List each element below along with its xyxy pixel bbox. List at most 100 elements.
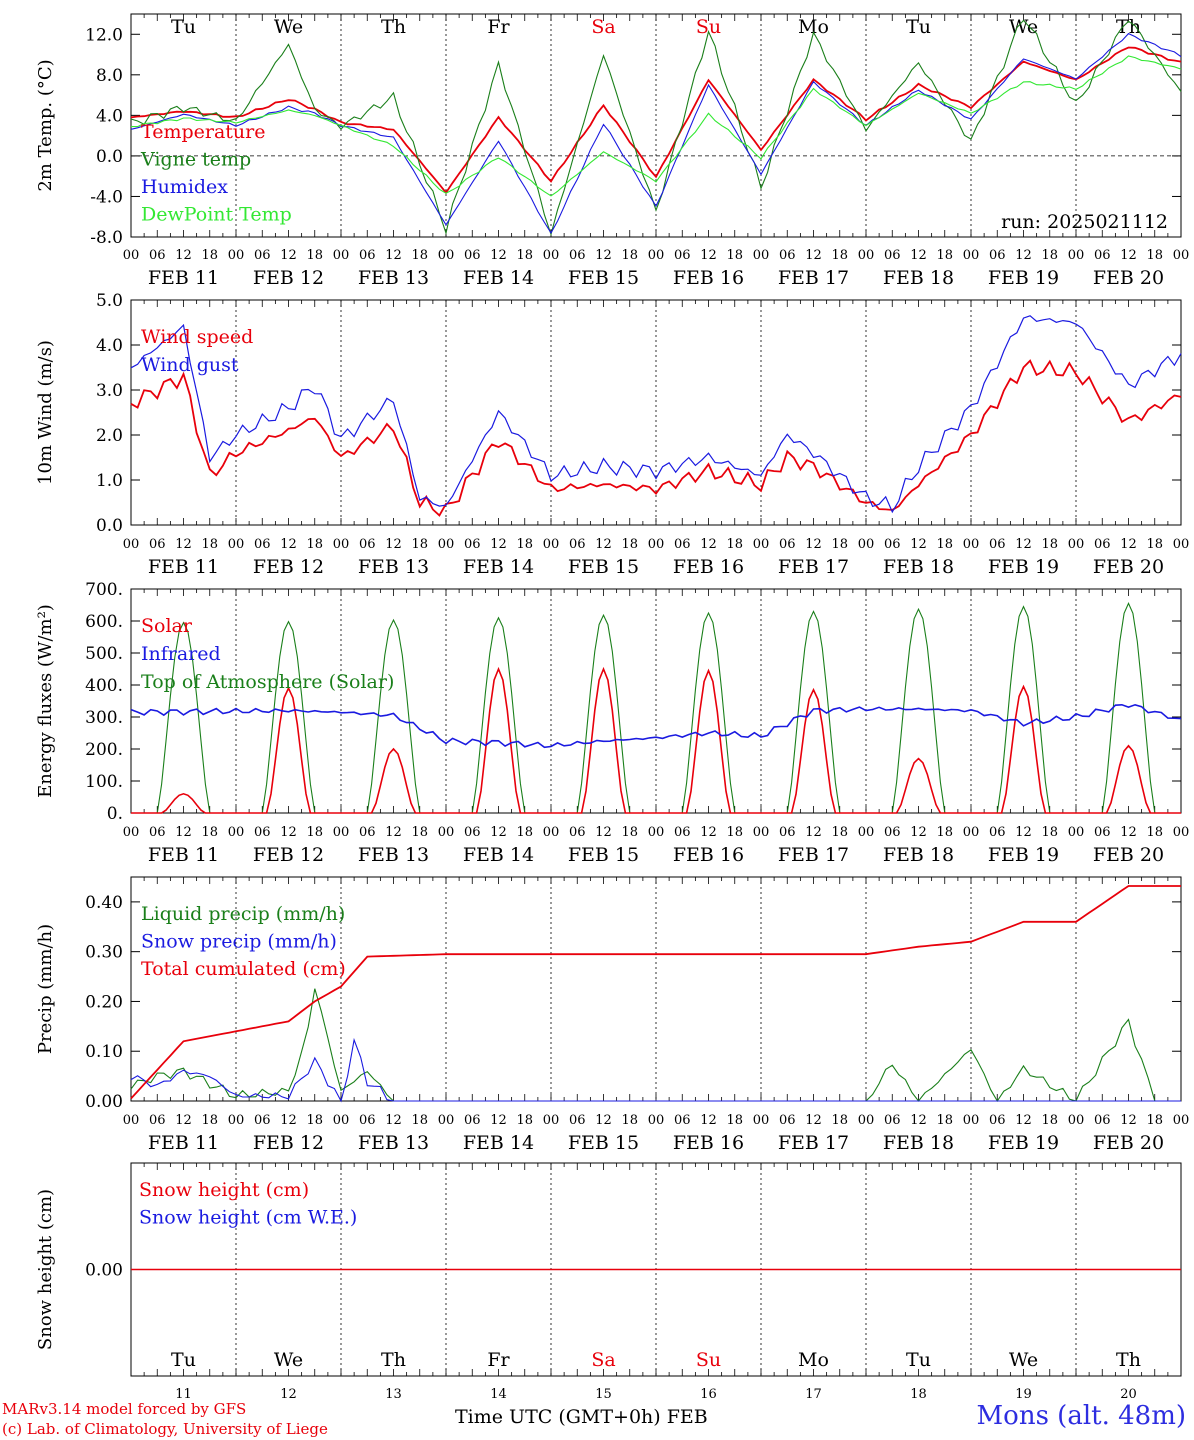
- hour-tick-label: 18: [1146, 1113, 1163, 1128]
- date-label: FEB 12: [253, 267, 324, 289]
- hour-tick-label: 06: [1094, 1113, 1111, 1128]
- date-label: FEB 15: [568, 1132, 639, 1154]
- day-name-label: Mo: [798, 16, 829, 38]
- y-axis-label: Energy fluxes (W/m²): [35, 604, 56, 798]
- hour-tick-label: 06: [674, 1113, 691, 1128]
- hour-tick-label: 00: [543, 537, 560, 552]
- date-label: FEB 15: [568, 556, 639, 578]
- y-tick-label: 2.0: [96, 426, 123, 446]
- hour-tick-label: 00: [1068, 825, 1085, 840]
- hour-tick-label: 06: [989, 1113, 1006, 1128]
- hour-tick-label: 18: [1146, 825, 1163, 840]
- legend-entry: Vigne temp: [140, 149, 251, 171]
- hour-tick-label: 00: [123, 1113, 140, 1128]
- hour-tick-label: 18: [306, 825, 323, 840]
- hour-tick-label: 18: [726, 248, 743, 263]
- hour-tick-label: 12: [1120, 248, 1137, 263]
- hour-tick-label: 18: [411, 825, 428, 840]
- hour-tick-label: 00: [753, 825, 770, 840]
- date-label: FEB 14: [463, 844, 534, 866]
- hour-tick-label: 06: [254, 248, 271, 263]
- hour-tick-label: 18: [516, 825, 533, 840]
- legend-entry: Wind speed: [141, 326, 253, 348]
- day-number-label: 16: [700, 1387, 717, 1402]
- y-tick-label: 200.: [85, 740, 123, 760]
- hour-tick-label: 18: [936, 825, 953, 840]
- legend-entry: Temperature: [141, 121, 265, 143]
- hour-tick-label: 12: [490, 537, 507, 552]
- y-tick-label: 0.0: [96, 516, 123, 536]
- day-name-label-bottom: Tu: [906, 1349, 931, 1371]
- legend-entry: Infrared: [141, 643, 221, 665]
- day-name-label: Su: [696, 16, 721, 38]
- model-credit-text: MARv3.14 model forced by GFS: [2, 1400, 247, 1418]
- hour-tick-label: 00: [228, 1113, 245, 1128]
- y-tick-label: 0.0: [96, 147, 123, 167]
- hour-tick-label: 06: [149, 248, 166, 263]
- day-name-label: Th: [381, 16, 406, 38]
- date-label: FEB 20: [1093, 1132, 1164, 1154]
- wind-series-line: [130, 315, 1182, 514]
- y-axis-label: Snow height (cm): [35, 1189, 56, 1350]
- hour-tick-label: 00: [543, 248, 560, 263]
- hour-tick-label: 18: [1041, 825, 1058, 840]
- hour-tick-label: 18: [831, 1113, 848, 1128]
- hour-tick-label: 06: [884, 1113, 901, 1128]
- date-label: FEB 12: [253, 556, 324, 578]
- date-label: FEB 11: [148, 844, 219, 866]
- day-name-label: Tu: [906, 16, 931, 38]
- hour-tick-label: 12: [490, 248, 507, 263]
- hour-tick-label: 12: [805, 1113, 822, 1128]
- hour-tick-label: 18: [516, 248, 533, 263]
- y-tick-label: 300.: [85, 708, 123, 728]
- hour-tick-label: 06: [569, 537, 586, 552]
- day-number-label: 12: [280, 1387, 297, 1402]
- hour-tick-label: 06: [464, 825, 481, 840]
- y-axis-label: 10m Wind (m/s): [35, 340, 56, 485]
- hour-tick-label: 18: [1041, 1113, 1058, 1128]
- hour-tick-label: 06: [464, 537, 481, 552]
- legend-entry: Liquid precip (mm/h): [141, 903, 345, 925]
- hour-tick-label: 12: [1015, 1113, 1032, 1128]
- hour-tick-label: 06: [359, 1113, 376, 1128]
- date-label: FEB 13: [358, 267, 429, 289]
- date-label: FEB 19: [988, 1132, 1059, 1154]
- date-label: FEB 13: [358, 556, 429, 578]
- hour-tick-label: 00: [438, 248, 455, 263]
- y-tick-label: 0.40: [85, 893, 123, 913]
- date-label: FEB 18: [883, 267, 954, 289]
- y-tick-label: 8.0: [96, 66, 123, 86]
- hour-tick-label: 18: [411, 537, 428, 552]
- hour-tick-label: 06: [464, 1113, 481, 1128]
- day-name-label: Tu: [171, 16, 196, 38]
- hour-tick-label: 12: [805, 537, 822, 552]
- hour-tick-label: 18: [516, 537, 533, 552]
- day-name-label: We: [274, 16, 303, 38]
- y-axis-label: Precip (mm/h): [35, 924, 56, 1054]
- hour-tick-label: 12: [910, 1113, 927, 1128]
- hour-tick-label: 06: [884, 248, 901, 263]
- hour-tick-label: 12: [1015, 825, 1032, 840]
- y-tick-label: -8.0: [90, 228, 123, 248]
- hour-tick-label: 18: [726, 825, 743, 840]
- solar-line: [131, 666, 1181, 814]
- date-label: FEB 14: [463, 1132, 534, 1154]
- hour-tick-label: 18: [411, 248, 428, 263]
- hour-tick-label: 00: [438, 1113, 455, 1128]
- hour-tick-label: 00: [963, 825, 980, 840]
- date-label: FEB 14: [463, 556, 534, 578]
- day-name-label: We: [1009, 16, 1038, 38]
- hour-tick-label: 18: [621, 537, 638, 552]
- hour-tick-label: 12: [700, 825, 717, 840]
- hour-tick-label: 18: [201, 825, 218, 840]
- hour-tick-label: 06: [149, 825, 166, 840]
- hour-tick-label: 12: [280, 825, 297, 840]
- hour-tick-label: 18: [621, 825, 638, 840]
- hour-tick-label: 12: [175, 537, 192, 552]
- date-label: FEB 17: [778, 267, 849, 289]
- hour-tick-label: 12: [910, 537, 927, 552]
- hour-tick-label: 06: [989, 825, 1006, 840]
- hour-tick-label: 00: [1173, 248, 1190, 263]
- hour-tick-label: 12: [490, 1113, 507, 1128]
